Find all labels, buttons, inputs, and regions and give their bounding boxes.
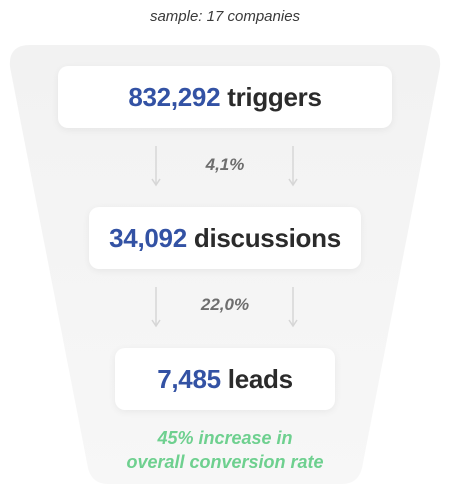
conversion-result: 45% increase in overall conversion rate — [0, 426, 450, 474]
conversion-rate-1: 4,1% — [205, 155, 245, 174]
result-line-2: overall conversion rate — [126, 452, 324, 472]
stage-value: 7,485 — [157, 363, 221, 394]
stage-leads: 7,485 leads — [115, 348, 335, 410]
down-arrow-icon — [288, 287, 298, 328]
stage-label: discussions — [193, 222, 341, 253]
down-arrow-icon — [151, 146, 161, 187]
stage-value: 832,292 — [128, 81, 221, 112]
stage-discussions: 34,092 discussions — [89, 207, 361, 269]
down-arrow-icon — [288, 146, 298, 187]
stage-label: triggers — [227, 81, 322, 112]
stage-value: 34,092 — [109, 222, 187, 253]
conversion-rate-2: 22,0% — [200, 295, 250, 314]
sample-caption: sample: 17 companies — [149, 8, 301, 25]
stage-triggers: 832,292 triggers — [58, 66, 392, 128]
result-line-1: 45% increase in — [157, 428, 293, 448]
down-arrow-icon — [151, 287, 161, 328]
stage-label: leads — [227, 363, 293, 394]
